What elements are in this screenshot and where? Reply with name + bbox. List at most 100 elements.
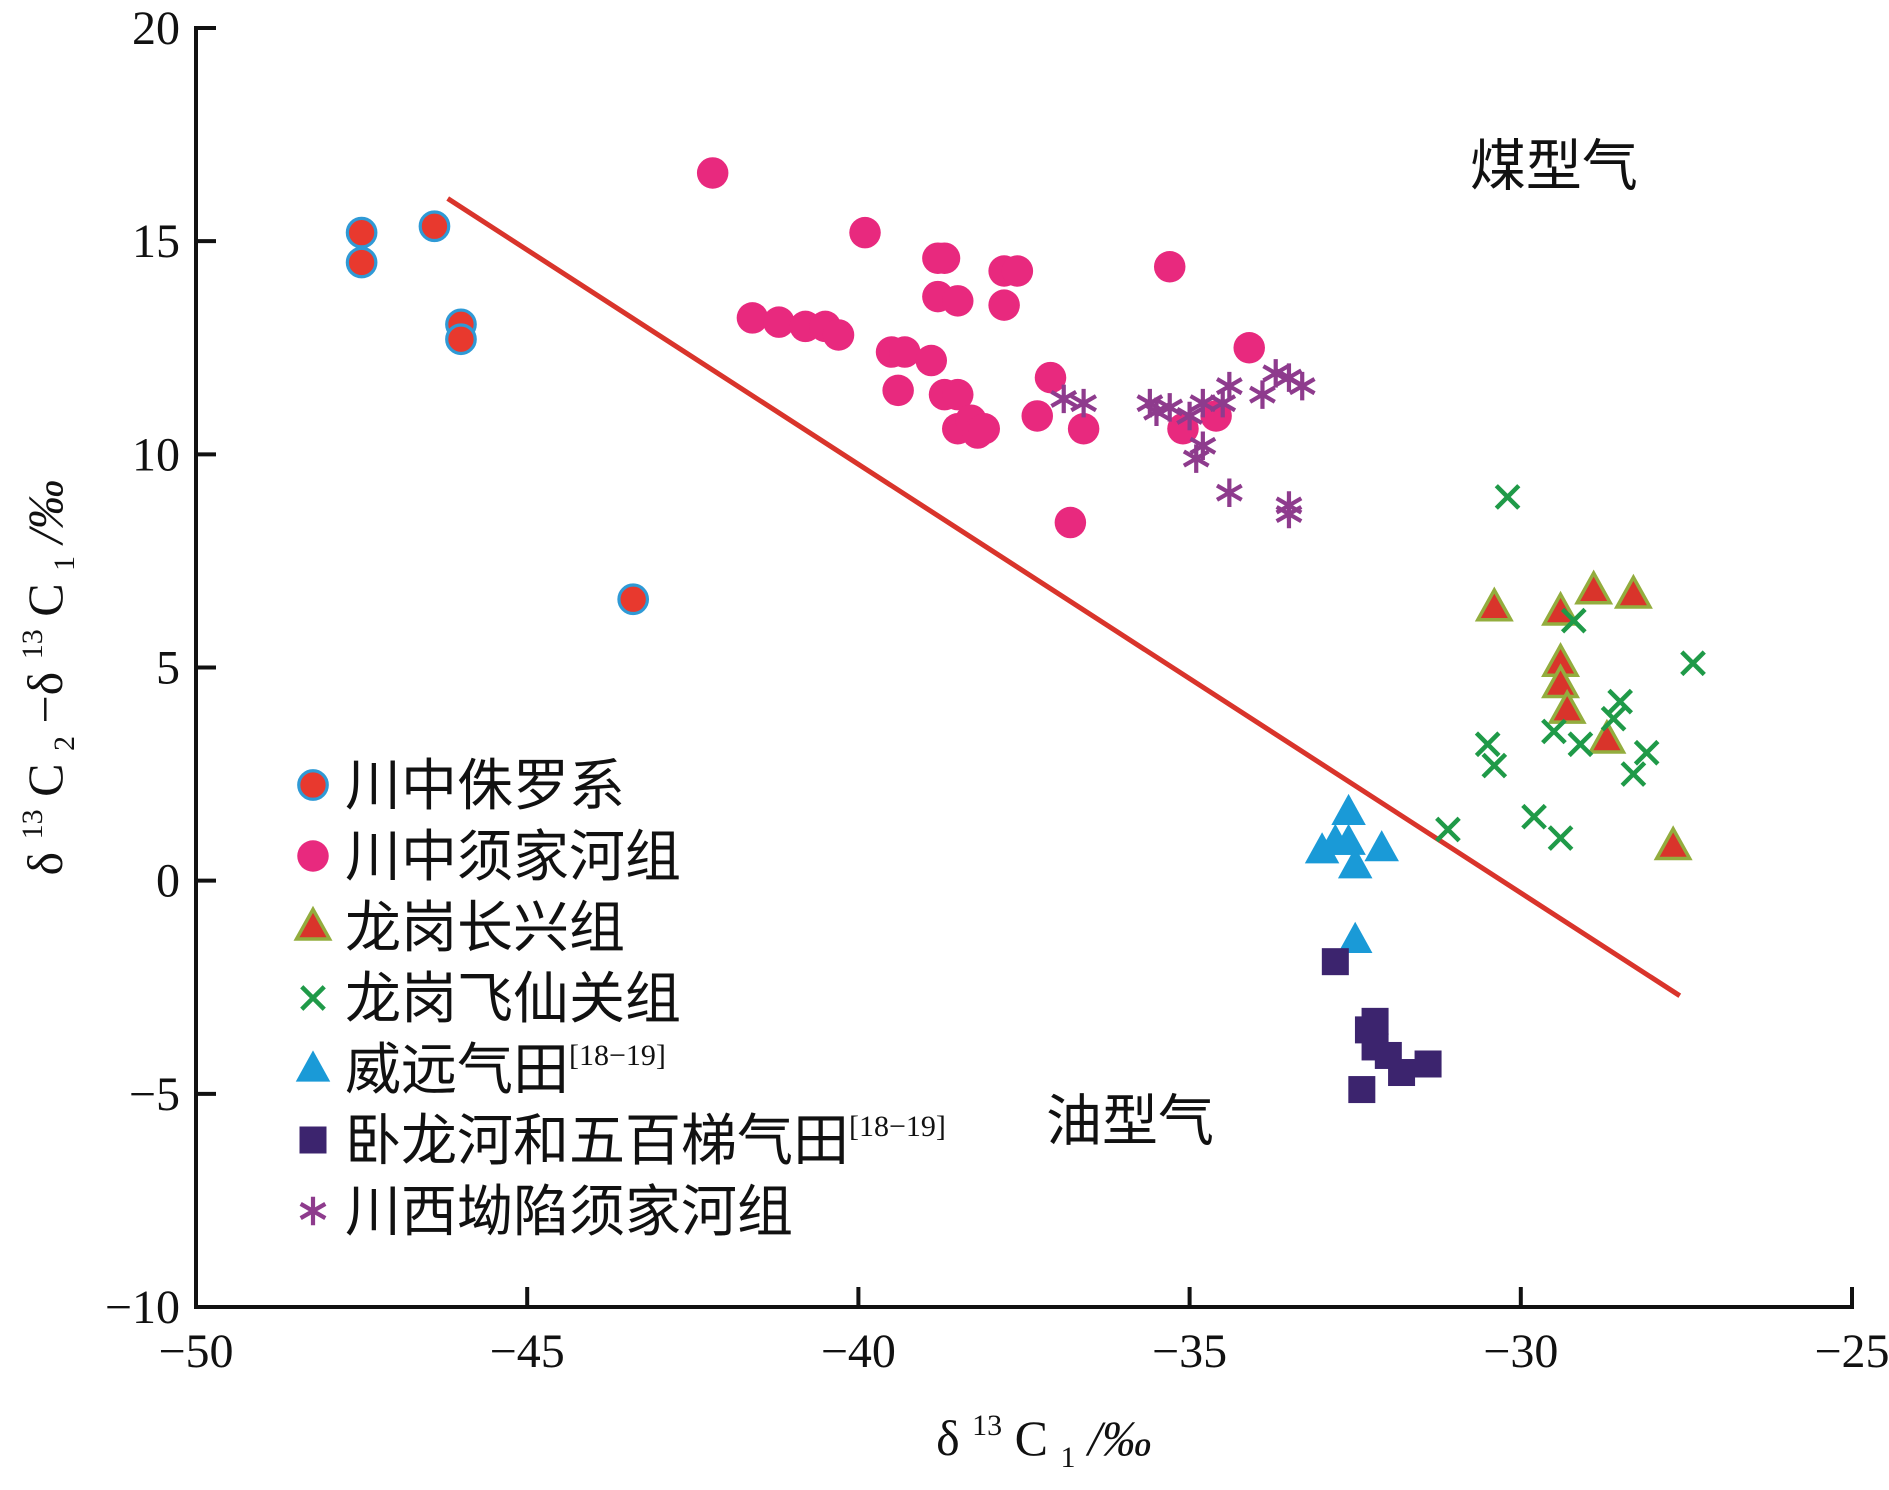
y-tick-label: 20 (132, 2, 180, 55)
data-point (1034, 361, 1067, 394)
data-point (1474, 731, 1501, 758)
data-point (942, 378, 974, 411)
legend-label: 卧龙河和五百梯气田[18−19] (345, 1109, 946, 1174)
data-point (1364, 830, 1399, 862)
legend-marker (300, 985, 326, 1011)
x-tick-label: −50 (158, 1325, 233, 1378)
legend-label: 龙岗长兴组 (345, 896, 625, 961)
data-point (1521, 803, 1547, 830)
y-tick-label: −5 (129, 1068, 180, 1121)
data-point (1070, 388, 1098, 418)
data-point (1388, 1059, 1416, 1087)
data-point (1653, 825, 1693, 861)
x-axis-label: δ 13 C 1 /‰ (936, 1390, 1152, 1478)
data-point (617, 583, 650, 616)
data-point (418, 210, 451, 243)
y-axis-label-sub2: 1 (48, 556, 81, 571)
legend-label-sup: [18−19] (849, 1110, 946, 1143)
data-point (849, 216, 881, 249)
data-point (1275, 499, 1303, 529)
oil-gas-label: 油型气 (1046, 1090, 1214, 1155)
data-point (1620, 761, 1647, 787)
data-point (1337, 921, 1373, 953)
y-axis-label-delta: δ (17, 852, 73, 876)
data-point (1233, 332, 1265, 364)
data-point (1494, 484, 1521, 510)
legend-label-text: 威远气田 (345, 1038, 569, 1103)
data-point (882, 374, 914, 407)
data-point (1331, 823, 1366, 855)
data-point (1021, 400, 1053, 432)
y-tick-label: −10 (105, 1281, 180, 1334)
x-tick-label: −45 (490, 1325, 565, 1378)
data-point (1633, 739, 1660, 766)
y-axis-label-c1: C (17, 764, 73, 797)
data-point (915, 344, 948, 377)
data-point (968, 413, 1001, 445)
data-point (1474, 586, 1514, 622)
data-point (763, 306, 795, 338)
data-point (1331, 793, 1366, 826)
legend-marker (299, 1126, 327, 1154)
data-point (1001, 255, 1034, 287)
legend-label: 威远气田[18−19] (345, 1038, 666, 1103)
data-point (1547, 825, 1574, 851)
data-point (1348, 1076, 1376, 1104)
data-point (1304, 832, 1340, 864)
series-7 (1050, 359, 1316, 529)
y-axis-label-group: δ 13 C 2 −δ 13 C 1 /‰ (16, 480, 81, 876)
legend-marker (293, 905, 333, 941)
data-point (942, 285, 974, 317)
data-point (822, 319, 855, 351)
data-point (1613, 573, 1653, 609)
series-3 (1474, 569, 1693, 861)
legend-item: 川中侏罗系 (297, 754, 625, 819)
legend-item: 威远气田[18−19] (295, 1038, 666, 1103)
y-axis-label-minus: −δ (17, 672, 73, 724)
divider-line (446, 196, 1682, 998)
series-4 (1435, 484, 1706, 851)
data-point (1541, 663, 1581, 699)
data-point (1054, 506, 1087, 539)
y-axis-label-sup2: 13 (16, 629, 49, 659)
y-axis-label-unit: /‰ (17, 480, 73, 547)
data-point (696, 157, 729, 189)
legend-item: 川中须家河组 (297, 825, 681, 890)
data-points (345, 157, 1706, 1104)
data-point (1337, 847, 1373, 879)
series-1 (345, 210, 650, 616)
data-point (1574, 569, 1614, 605)
legend-label: 川中须家河组 (345, 825, 681, 890)
x-axis-label-sub: 1 (1061, 1441, 1076, 1474)
data-point (345, 246, 378, 279)
legend-item: 龙岗飞仙关组 (300, 967, 681, 1032)
x-tick-label: −25 (1814, 1325, 1889, 1378)
legend-marker (295, 1050, 331, 1082)
legend-marker (297, 840, 329, 872)
data-point (1600, 705, 1627, 732)
series-6 (1321, 948, 1442, 1104)
legend-item: 龙岗长兴组 (293, 896, 625, 961)
data-point (1215, 478, 1243, 507)
data-point (1680, 650, 1706, 677)
y-axis-label-c2: C (17, 583, 73, 616)
x-axis-label-c: C (1015, 1410, 1048, 1466)
data-point (1182, 444, 1210, 473)
data-point (1560, 607, 1587, 634)
data-point (1067, 413, 1100, 445)
data-point (1567, 731, 1594, 758)
data-point (988, 289, 1020, 321)
y-tick-label: 15 (132, 215, 180, 268)
data-point (1435, 816, 1461, 843)
series-2 (696, 157, 1265, 539)
data-point (445, 323, 477, 356)
data-point (1288, 371, 1316, 401)
legend-label: 龙岗飞仙关组 (345, 967, 681, 1032)
y-axis-label-sup1: 13 (16, 809, 49, 839)
x-axis-label-sup: 13 (972, 1409, 1002, 1442)
data-point (1607, 688, 1634, 715)
data-point (1481, 752, 1508, 779)
legend-label-text: 龙岗飞仙关组 (345, 967, 681, 1032)
